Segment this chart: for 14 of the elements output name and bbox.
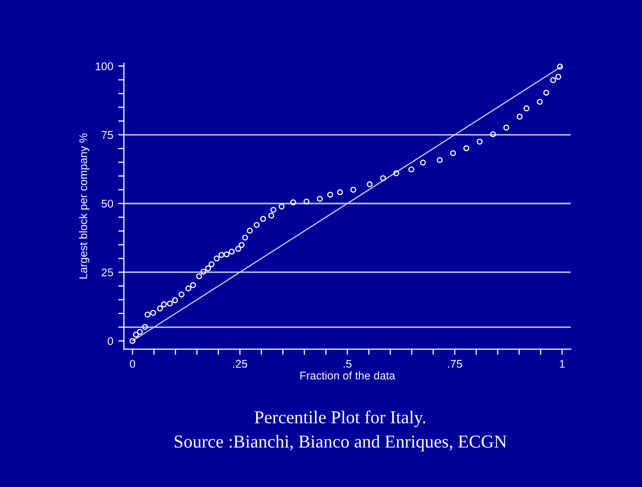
x-tick-label: .25 [233, 360, 248, 368]
y-tick-label: 50 [102, 200, 114, 208]
y-tick-label: 100 [96, 62, 114, 70]
x-tick-label: 0 [130, 360, 136, 368]
x-tick-label: .75 [448, 360, 462, 368]
x-axis-title: Fraction of the data [300, 371, 396, 380]
y-axis-title: Largest block per company % [79, 133, 90, 279]
y-tick-label: 75 [102, 131, 114, 139]
source-note: Source :Bianchi, Bianco and Enriques, ECGN [174, 434, 507, 452]
y-tick-label: 0 [108, 337, 114, 346]
y-tick-label: 25 [102, 268, 114, 276]
text: Percentile Plot for Italy. [254, 410, 426, 428]
x-tick-label: 1 [560, 360, 565, 368]
x-tick-label: .5 [344, 360, 352, 368]
